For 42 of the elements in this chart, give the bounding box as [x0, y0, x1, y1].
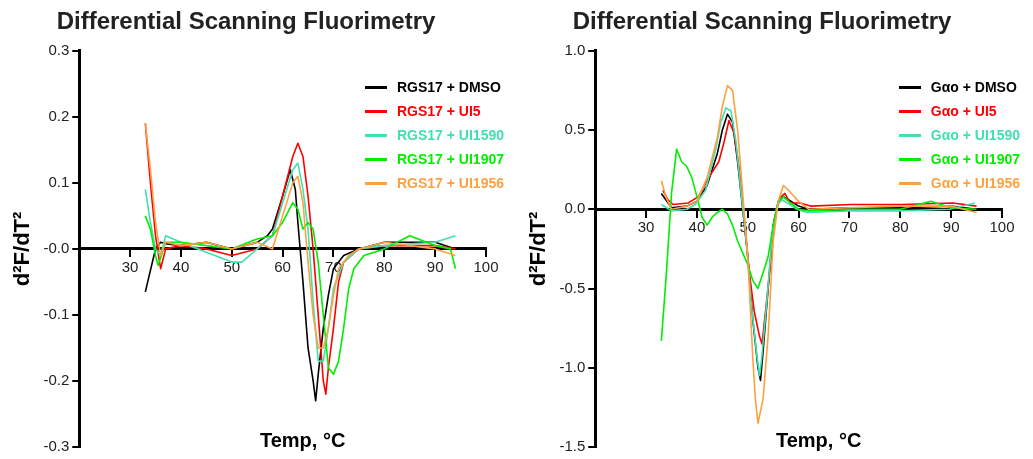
y-tick-label: -0.3 — [43, 437, 70, 455]
y-tick-label: 0.0 — [564, 199, 586, 217]
x-tick-label: 40 — [688, 218, 706, 236]
y-axis-title: d²F/dT² — [525, 211, 551, 287]
y-tick-label: -0.5 — [559, 278, 586, 296]
legend-label: RGS17 + DMSO — [396, 78, 501, 97]
y-tick-label: -1.0 — [559, 357, 586, 375]
y-tick-label: -0.0 — [43, 239, 70, 257]
y-tick-label: 0.3 — [48, 40, 70, 58]
x-tick-label: 80 — [891, 218, 909, 236]
x-tick-label: 80 — [375, 258, 393, 276]
x-axis-title: Temp, °C — [259, 428, 346, 451]
y-tick-label: 1.0 — [564, 40, 586, 58]
x-tick-label: 30 — [121, 258, 139, 276]
x-tick-label: 90 — [942, 218, 960, 236]
x-tick-label: 100 — [989, 218, 1015, 236]
x-tick-label: 40 — [172, 258, 190, 276]
x-tick-label: 90 — [426, 258, 444, 276]
y-tick-label: 0.2 — [48, 106, 70, 124]
y-tick-label: -0.2 — [43, 371, 70, 389]
legend-label: Gαo + UI1590 — [930, 126, 1020, 145]
legend-label: RGS17 + UI1956 — [396, 174, 504, 193]
legend-label: RGS17 + UI1907 — [396, 150, 504, 169]
y-tick-label: 0.1 — [48, 173, 70, 191]
legend-label: Gαo + UI1907 — [930, 150, 1020, 169]
legend-label: Gαo + DMSO — [930, 78, 1017, 97]
x-tick-label: 100 — [473, 258, 499, 276]
x-tick-label: 60 — [274, 258, 291, 276]
chart-title: Differential Scanning Fluorimetry — [56, 7, 437, 35]
legend-label: RGS17 + UI5 — [396, 102, 481, 121]
y-tick-label: -1.5 — [559, 437, 586, 455]
y-axis-title: d²F/dT² — [9, 211, 35, 287]
x-tick-label: 60 — [790, 218, 807, 236]
legend-label: RGS17 + UI1590 — [396, 126, 504, 145]
chart-title: Differential Scanning Fluorimetry — [572, 7, 953, 35]
x-axis-title: Temp, °C — [775, 428, 862, 451]
legend-label: Gαo + UI1956 — [930, 174, 1020, 193]
legend-label: Gαo + UI5 — [930, 102, 997, 121]
y-tick-label: -0.1 — [43, 305, 70, 323]
x-tick-label: 70 — [841, 218, 858, 236]
x-tick-label: 30 — [637, 218, 655, 236]
y-tick-label: 0.5 — [564, 120, 586, 138]
